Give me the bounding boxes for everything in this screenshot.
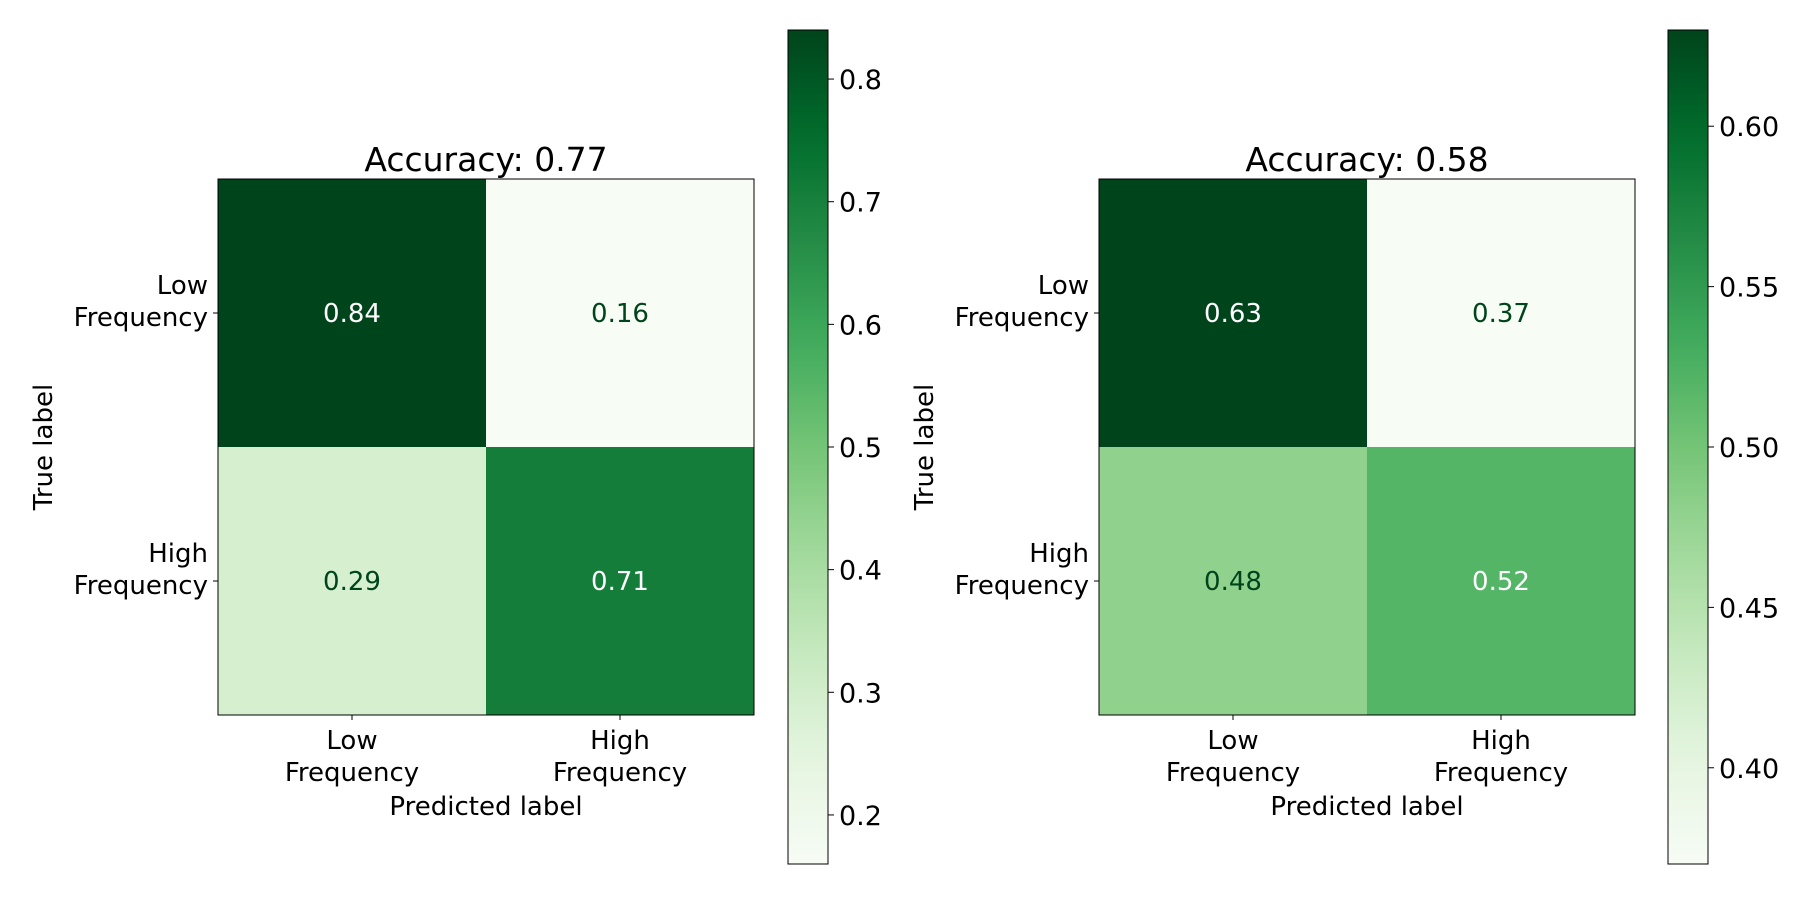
y-tick-label: Frequency [955, 571, 1089, 601]
x-tick-label: High [1471, 726, 1531, 756]
cell-value-label: 0.52 [1472, 567, 1530, 597]
y-tick-label: High [148, 539, 208, 569]
colorbar-tick-label: 0.45 [1719, 593, 1779, 624]
colorbar-tick-label: 0.2 [839, 801, 882, 832]
colorbar-tick-label: 0.6 [839, 310, 882, 341]
cell-value-label: 0.16 [591, 299, 649, 329]
matrix-cell [1367, 179, 1635, 447]
matrix-cell [1099, 447, 1367, 715]
y-tick-label: Frequency [74, 571, 208, 601]
y-tick-label: Low [1038, 271, 1089, 301]
x-axis-label: Predicted label [389, 792, 582, 822]
cell-value-label: 0.29 [323, 567, 381, 597]
colorbar-tick-label: 0.40 [1719, 754, 1779, 785]
matrix-cell [1099, 179, 1367, 447]
x-tick-label: Frequency [1166, 758, 1300, 788]
confusion-matrix-panel-1: Accuracy: 0.770.84 0.160.29 0.71LowFrequen… [29, 29, 882, 865]
y-tick-label: High [1029, 539, 1089, 569]
chart-title: Accuracy: 0.77 [364, 140, 607, 179]
colorbar [1667, 29, 1709, 865]
matrix-cell [486, 179, 754, 447]
x-tick-label: High [590, 726, 650, 756]
y-tick-label: Frequency [74, 303, 208, 333]
colorbar-tick-label: 0.4 [839, 556, 882, 587]
colorbar-tick-label: 0.7 [839, 188, 882, 219]
colorbar-tick-label: 0.5 [839, 433, 882, 464]
y-axis-label: True label [910, 384, 940, 511]
x-tick-label: Frequency [553, 758, 687, 788]
x-axis-label: Predicted label [1270, 792, 1463, 822]
matrix-cell [218, 447, 486, 715]
chart-title: Accuracy: 0.58 [1245, 140, 1488, 179]
y-axis-label: True label [29, 384, 59, 511]
colorbar [787, 29, 829, 865]
matrix-cell [486, 447, 754, 715]
cell-value-label: 0.48 [1204, 567, 1262, 597]
colorbar-tick-label: 0.8 [839, 65, 882, 96]
confusion-matrix-panel-2: Accuracy: 0.580.63 0.370.48 0.52LowFrequen… [910, 29, 1779, 865]
matrix-cell [218, 179, 486, 447]
colorbar-tick-label: 0.3 [839, 678, 882, 709]
x-tick-label: Low [1207, 726, 1258, 756]
y-tick-label: Frequency [955, 303, 1089, 333]
x-tick-label: Frequency [285, 758, 419, 788]
cell-value-label: 0.63 [1204, 299, 1262, 329]
x-tick-label: Low [326, 726, 377, 756]
cell-value-label: 0.71 [591, 567, 649, 597]
matrix-cell [1367, 447, 1635, 715]
colorbar-tick-label: 0.60 [1719, 112, 1779, 143]
colorbar-tick-label: 0.50 [1719, 433, 1779, 464]
cell-value-label: 0.84 [323, 299, 381, 329]
x-tick-label: Frequency [1434, 758, 1568, 788]
cell-value-label: 0.37 [1472, 299, 1530, 329]
colorbar-tick-label: 0.55 [1719, 273, 1779, 304]
matrix-frame [217, 178, 755, 716]
y-tick-label: Low [157, 271, 208, 301]
matrix-frame [1098, 178, 1636, 716]
